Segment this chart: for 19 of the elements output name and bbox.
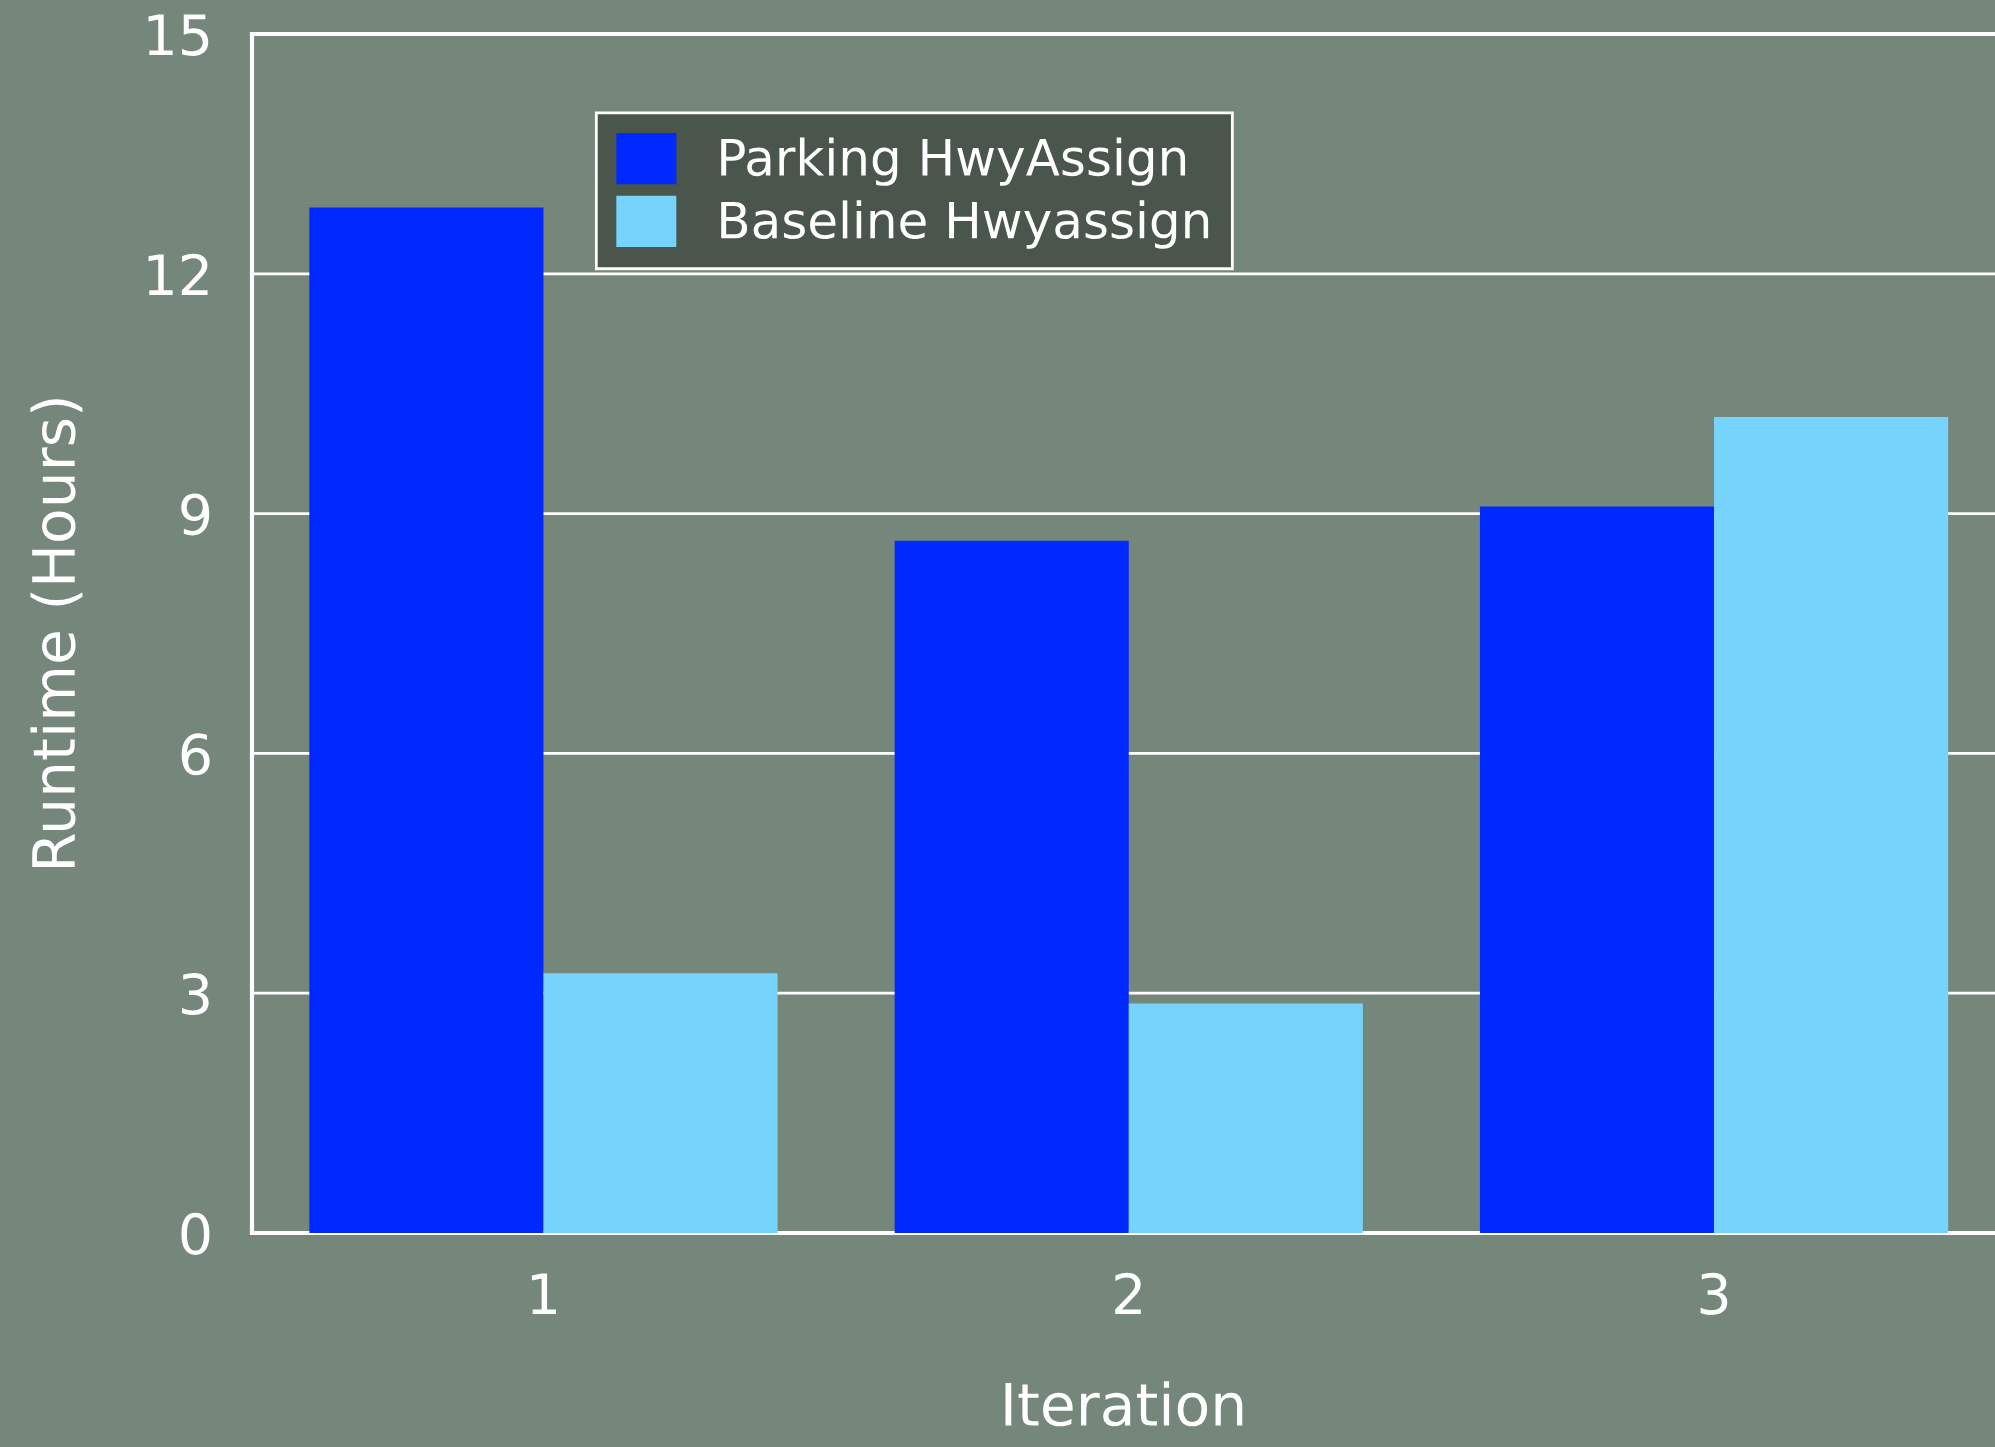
- bar: [1714, 416, 1949, 1233]
- y-tick-label: 3: [182, 973, 209, 1016]
- y-tick-label: 15: [148, 14, 209, 56]
- legend-label: Baseline Hwyassign: [721, 200, 1209, 249]
- x-axis-title: Iteration: [1005, 1381, 1243, 1427]
- bar: [894, 540, 1129, 1233]
- bar: [309, 207, 544, 1233]
- y-axis-title: Runtime (Hours): [30, 399, 83, 868]
- bar: [1479, 506, 1715, 1233]
- bar: [1128, 1003, 1363, 1233]
- y-tick-label: 9: [181, 493, 210, 536]
- x-tick-label: 1: [531, 1273, 557, 1315]
- y-tick-label: 12: [148, 253, 208, 295]
- y-tick-label: 0: [181, 1212, 210, 1255]
- bar: [543, 973, 778, 1233]
- x-tick-label: 2: [1115, 1272, 1141, 1315]
- legend-label: Parking HwyAssign: [721, 137, 1186, 186]
- x-tick-label: 3: [1700, 1272, 1728, 1315]
- y-tick-label: 6: [181, 733, 210, 776]
